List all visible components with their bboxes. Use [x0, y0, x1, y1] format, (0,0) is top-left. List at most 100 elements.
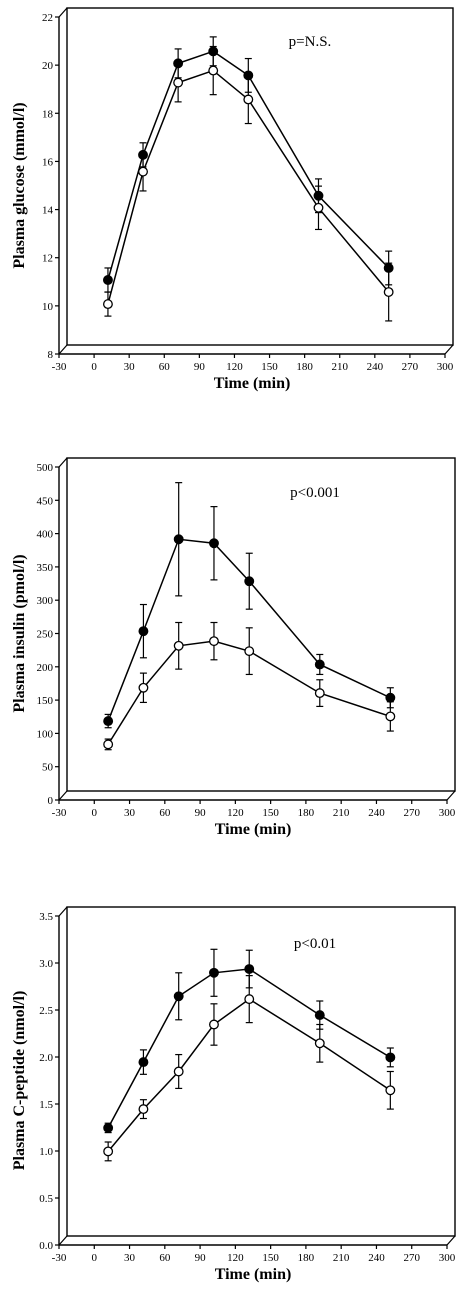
data-point-open — [173, 1066, 184, 1077]
data-point-open — [138, 682, 149, 693]
chart-panel-3: 0.0 0.5 1.0 1.5 2.0 2.5 3.0 3.5 -30 0 30 60 90 120 150… — [11, 906, 456, 1283]
data-point-filled — [243, 70, 254, 81]
data-point-filled — [138, 149, 148, 160]
data-point-open — [102, 299, 113, 310]
y-tick-label: 12 — [42, 253, 53, 265]
y-tick-label: 450 — [37, 495, 54, 507]
depth-edge-right — [444, 344, 454, 355]
x-tick-label: 0 — [92, 1252, 98, 1264]
x-tick-label: 90 — [195, 807, 207, 819]
data-point-open — [138, 1104, 149, 1115]
data-point-filled — [209, 967, 219, 978]
x-tick-label: 270 — [403, 807, 420, 819]
x-tick-label: 210 — [333, 807, 350, 819]
data-point-open — [173, 77, 184, 88]
y-tick-label: 150 — [37, 695, 54, 707]
data-point-open — [103, 1146, 114, 1157]
data-point-filled — [173, 534, 184, 545]
data-point-filled — [208, 46, 219, 57]
y-tick-label: 0.5 — [39, 1193, 53, 1205]
data-point-open — [313, 202, 324, 213]
x-tick-label: 150 — [262, 807, 279, 819]
data-point-open — [314, 688, 325, 699]
data-point-filled — [103, 716, 114, 727]
data-point-filled — [383, 263, 394, 273]
y-tick-label: 50 — [42, 762, 54, 774]
y-tick-label: 0.0 — [39, 1240, 53, 1252]
plot-frame — [66, 457, 456, 792]
y-tick-label: 500 — [37, 462, 54, 474]
y-tick-label: 10 — [42, 301, 54, 313]
depth-edge-corner — [58, 344, 68, 355]
data-point-filled — [102, 275, 113, 285]
data-point-filled — [313, 190, 324, 201]
x-tick-label: 0 — [92, 807, 98, 819]
x-tick-label: 60 — [159, 1252, 171, 1264]
data-point-filled — [138, 626, 149, 637]
x-tick-label: 90 — [195, 1252, 207, 1264]
x-axis-title: Time (min) — [215, 1266, 292, 1283]
x-tick-label: 60 — [159, 807, 171, 819]
y-tick-label: 250 — [37, 629, 54, 641]
data-point-open — [383, 287, 394, 297]
plot-frame — [66, 906, 456, 1237]
y-tick-label: 0 — [48, 795, 54, 807]
data-point-open — [244, 646, 255, 657]
data-point-open — [103, 739, 114, 750]
x-tick-label: 270 — [402, 361, 419, 373]
y-tick-label: 1.5 — [39, 1099, 53, 1111]
x-tick-label: 300 — [439, 1252, 456, 1264]
data-point-filled — [244, 964, 255, 974]
x-tick-label: 150 — [261, 361, 278, 373]
y-tick-label: 20 — [42, 60, 54, 72]
x-tick-label: 30 — [124, 1252, 136, 1264]
data-point-filled — [385, 692, 396, 703]
y-axis-title: Plasma C-peptide (nmol/l) — [11, 991, 28, 1171]
significance-annotation: p<0.01 — [294, 936, 336, 952]
significance-annotation: p<0.001 — [290, 485, 340, 501]
y-tick-label: 2.5 — [39, 1005, 53, 1017]
y-tick-label: 1.0 — [39, 1146, 53, 1158]
depth-edge-top — [58, 906, 68, 917]
x-tick-label: 180 — [298, 807, 315, 819]
y-tick-label: 18 — [42, 108, 54, 120]
y-tick-label: 16 — [42, 156, 54, 168]
y-tick-label: 350 — [37, 562, 54, 574]
depth-edge-right — [446, 1235, 456, 1246]
y-tick-label: 2.0 — [39, 1052, 53, 1064]
y-tick-label: 400 — [37, 529, 54, 541]
significance-annotation: p=N.S. — [289, 34, 332, 50]
x-tick-label: 240 — [367, 361, 384, 373]
x-tick-label: 90 — [194, 361, 206, 373]
x-tick-label: 210 — [333, 1252, 350, 1264]
x-tick-label: 270 — [403, 1252, 420, 1264]
y-tick-label: 3.5 — [39, 911, 53, 923]
x-tick-label: 150 — [262, 1252, 279, 1264]
x-tick-label: 300 — [437, 361, 454, 373]
data-point-filled — [138, 1057, 149, 1068]
data-point-open — [208, 65, 219, 76]
y-tick-label: 3.0 — [39, 958, 53, 970]
data-point-filled — [209, 538, 219, 549]
data-point-filled — [244, 576, 255, 587]
data-point-filled — [314, 659, 325, 670]
data-point-open — [243, 94, 254, 105]
x-tick-label: 180 — [296, 361, 313, 373]
x-tick-label: 210 — [331, 361, 348, 373]
x-tick-label: 30 — [124, 361, 136, 373]
x-tick-label: -30 — [52, 807, 67, 819]
data-point-open — [209, 1019, 219, 1030]
data-point-filled — [103, 1122, 114, 1133]
data-point-filled — [314, 1010, 325, 1021]
depth-edge-top — [58, 457, 68, 468]
x-tick-label: -30 — [52, 1252, 67, 1264]
y-tick-label: 22 — [42, 12, 53, 24]
y-axis-title: Plasma glucose (mmol/l) — [11, 102, 28, 268]
x-tick-label: 240 — [368, 1252, 385, 1264]
depth-edge-top — [58, 7, 68, 18]
data-point-filled — [385, 1052, 396, 1063]
data-point-open — [244, 994, 255, 1005]
x-axis-title: Time (min) — [214, 375, 291, 392]
